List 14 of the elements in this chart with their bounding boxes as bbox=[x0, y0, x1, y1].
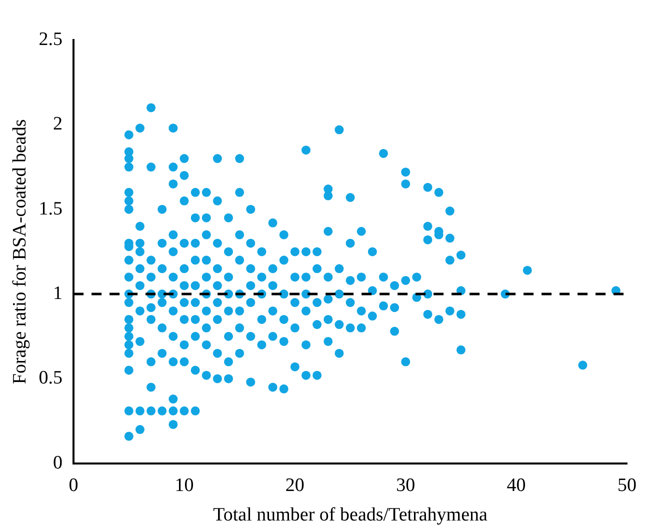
y-axis-title: Forage ratio for BSA-coated beads bbox=[9, 119, 30, 384]
y-tick-label: 2 bbox=[53, 114, 63, 135]
y-tick-label: 2.5 bbox=[38, 28, 63, 50]
x-tick-label: 20 bbox=[285, 474, 304, 496]
x-tick-label: 40 bbox=[506, 474, 526, 496]
y-tick-label: 0.5 bbox=[38, 368, 63, 389]
x-tick-label: 30 bbox=[396, 474, 416, 496]
x-tick-label: 0 bbox=[68, 474, 78, 496]
y-tick-label: 0 bbox=[53, 452, 63, 474]
x-axis-title: Total number of beads/Tetrahymena bbox=[213, 504, 488, 526]
x-tick-label: 10 bbox=[174, 474, 194, 496]
y-tick-label: 1 bbox=[53, 283, 63, 304]
x-tick-label: 50 bbox=[618, 474, 636, 496]
y-tick-label: 1.5 bbox=[38, 198, 63, 220]
